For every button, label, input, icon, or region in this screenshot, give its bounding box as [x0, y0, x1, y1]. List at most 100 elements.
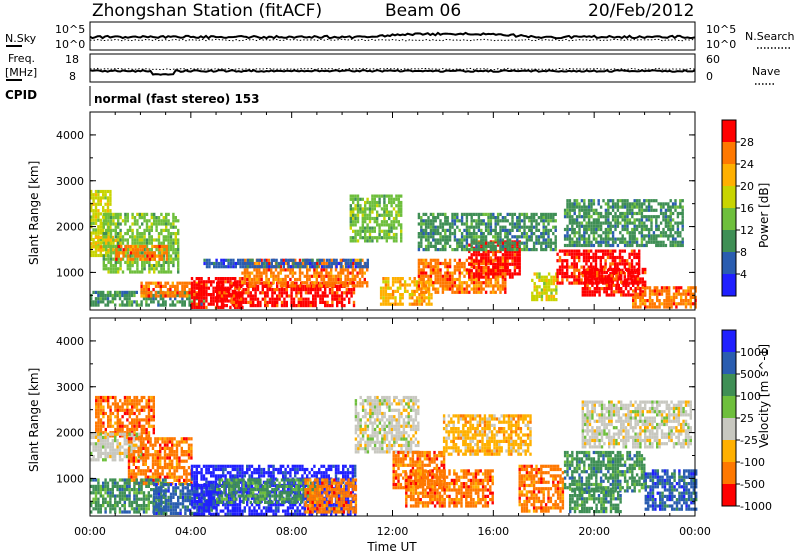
power-cell [92, 209, 95, 213]
power-cell [633, 249, 636, 253]
power-cell [145, 238, 149, 242]
power-cell [484, 240, 488, 244]
power-cell [379, 302, 383, 306]
power-cell [304, 265, 307, 269]
power-cell [352, 207, 355, 211]
power-cell [119, 222, 122, 226]
power-cell [667, 215, 670, 219]
power-cell [619, 199, 622, 203]
power-cell [104, 293, 107, 298]
velocity-cell [145, 405, 148, 409]
power-cell [489, 222, 493, 226]
power-cell [432, 222, 435, 226]
power-cell [614, 265, 617, 269]
power-cell [620, 290, 623, 294]
power-cell [561, 281, 564, 285]
power-cell [141, 254, 144, 258]
power-cell [363, 281, 366, 285]
power-cell [166, 291, 170, 295]
power-cell [107, 267, 110, 271]
power-cell [141, 212, 144, 216]
power-cell [141, 264, 144, 268]
power-cell [664, 234, 668, 238]
power-cell [609, 211, 612, 216]
power-cell [304, 297, 308, 301]
power-colorbar-label-tick: 28 [740, 136, 754, 149]
power-cell [208, 258, 211, 262]
power-cell [465, 268, 469, 272]
power-cell [633, 218, 636, 222]
power-cell [119, 235, 122, 239]
power-cell [354, 204, 357, 208]
power-cell [587, 221, 591, 225]
power-cell [397, 204, 400, 208]
power-cell [135, 303, 138, 307]
power-cell [308, 268, 311, 272]
power-cell [494, 240, 497, 244]
power-cell [575, 275, 578, 279]
power-cell [139, 244, 142, 249]
power-cell [356, 232, 360, 237]
power-cell [344, 274, 347, 278]
power-cell [575, 218, 579, 222]
power-cell [373, 229, 376, 233]
power-cell [616, 221, 620, 225]
nave-tick-top: 60 [706, 53, 720, 66]
power-cell [105, 232, 108, 236]
power-cell [240, 294, 243, 298]
power-cell [568, 252, 571, 256]
power-cell [513, 248, 517, 252]
power-cell [427, 241, 430, 245]
power-cell [220, 261, 223, 266]
power-cell [290, 297, 293, 301]
power-cell [513, 244, 517, 248]
power-cell [549, 228, 553, 232]
power-cell [121, 257, 125, 261]
power-cell [547, 278, 551, 282]
power-cell [424, 235, 428, 239]
power-cell [109, 264, 113, 268]
power-cell [267, 281, 270, 285]
power-cell [97, 212, 100, 216]
velocity-cell [116, 427, 119, 432]
velocity-cell [121, 424, 124, 428]
power-cell [126, 264, 129, 268]
power-cell [391, 283, 395, 287]
power-cell [138, 241, 141, 245]
power-cell [237, 304, 240, 308]
power-cell [243, 281, 247, 285]
power-cell [668, 299, 671, 303]
power-cell [415, 280, 419, 284]
power-cell [626, 224, 629, 228]
power-cell [591, 271, 594, 275]
velocity-cell [114, 432, 117, 436]
power-cell [659, 211, 663, 216]
velocity-cell [102, 405, 105, 409]
power-cell [124, 244, 128, 249]
power-cell [282, 281, 285, 285]
power-cell [330, 268, 333, 272]
power-cell [623, 265, 626, 269]
power-cell [549, 244, 553, 248]
power-cell [535, 298, 539, 302]
power-cell [331, 288, 334, 292]
power-cell [506, 272, 509, 276]
power-cell [587, 227, 591, 232]
power-cell [177, 254, 180, 258]
power-cell [472, 235, 476, 239]
power-cell [190, 305, 194, 309]
velocity-cell [114, 458, 117, 462]
power-cell [620, 277, 623, 281]
power-cell [283, 304, 286, 308]
power-cell [99, 250, 102, 254]
power-cell [573, 265, 576, 269]
power-cell [177, 251, 180, 255]
power-cell [399, 286, 402, 290]
power-cell [282, 258, 285, 262]
power-cell [190, 296, 194, 300]
power-cell [672, 302, 676, 306]
power-cell [254, 288, 257, 292]
power-cell [597, 211, 600, 216]
power-cell [470, 225, 473, 229]
power-cell [349, 213, 352, 217]
